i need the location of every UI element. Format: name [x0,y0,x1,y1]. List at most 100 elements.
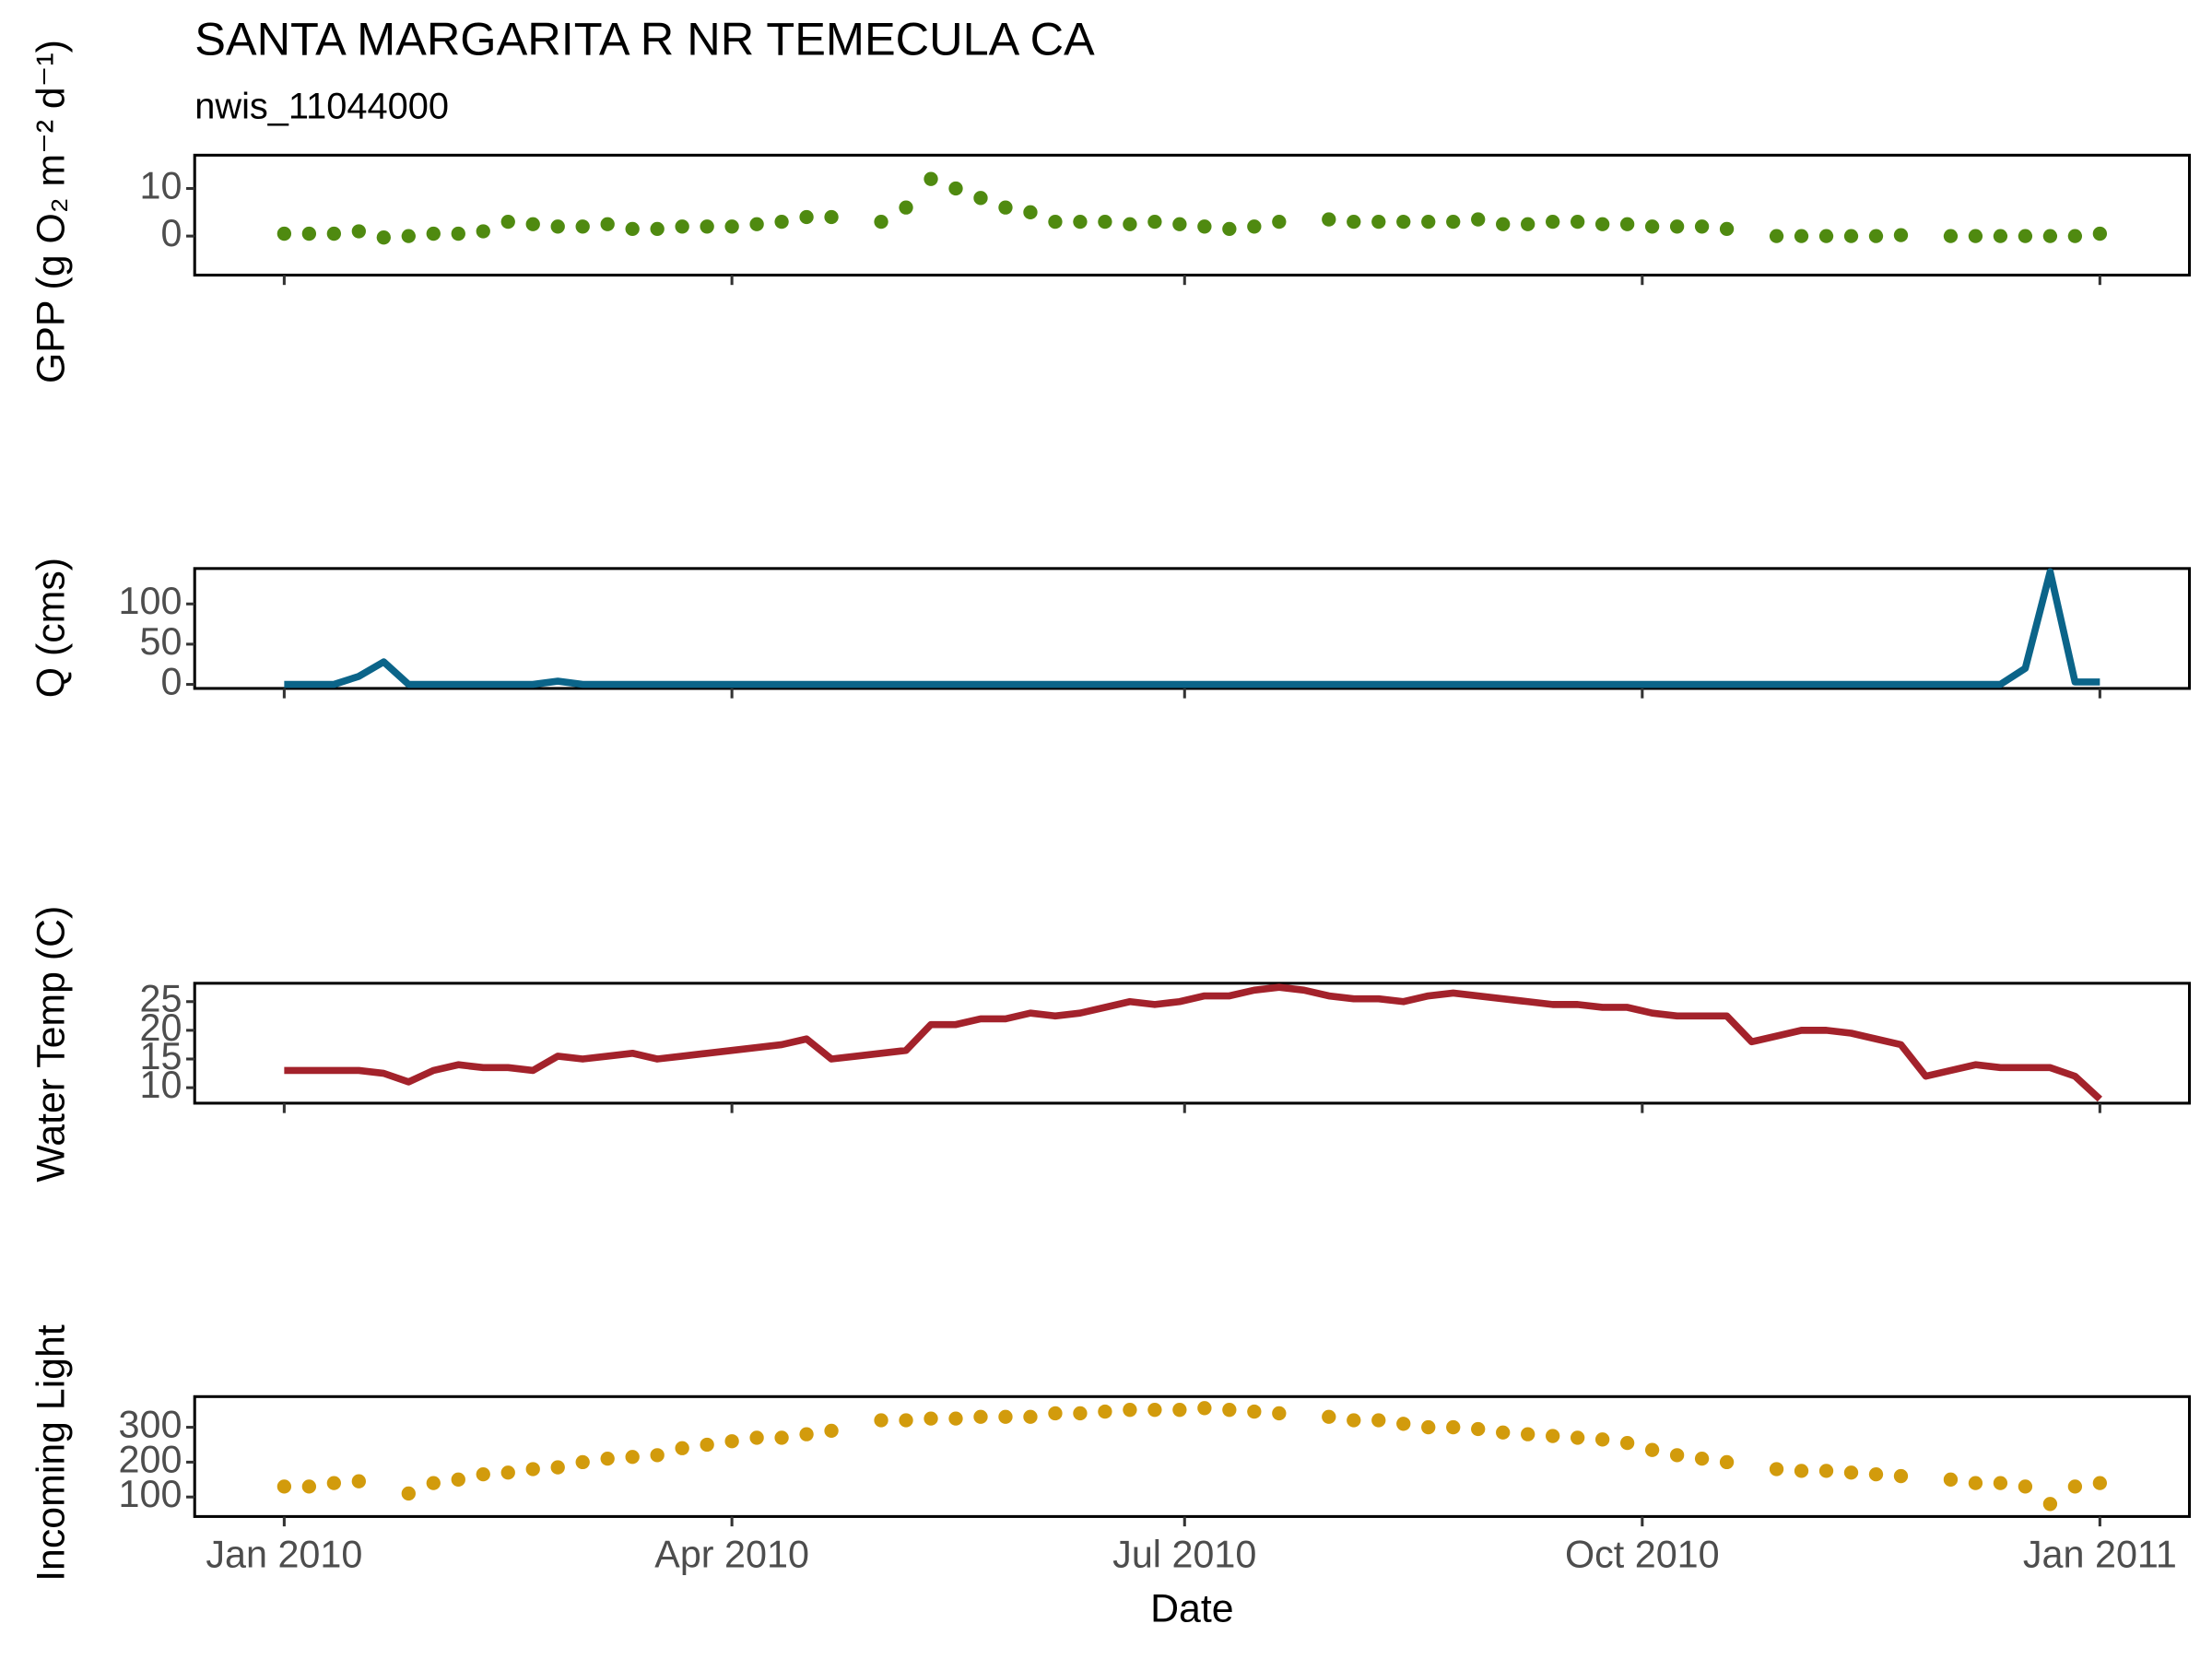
line [284,568,2100,688]
point [1943,1472,1959,1487]
point [1396,214,1411,229]
point [2067,1479,2083,1494]
y-tick-label: 10 [139,1064,182,1106]
y-tick-label: 15 [139,1035,182,1077]
point [451,1472,465,1487]
point [500,1465,515,1480]
point [1868,1466,1884,1482]
x-tick-label: Oct 2010 [1565,1534,1720,1576]
point [1570,214,1585,229]
point [525,217,540,231]
point [525,1462,540,1477]
x-tick-label: Jan 2010 [206,1534,362,1576]
panel-frame [193,567,2192,690]
point [1868,229,1884,243]
point [351,224,366,239]
point [451,226,465,241]
point [301,1479,317,1494]
point [1371,1413,1386,1428]
point [700,219,714,234]
point [1446,214,1461,229]
point [1546,1429,1560,1443]
point [326,1476,341,1490]
point [1147,1403,1162,1418]
point [899,200,913,215]
point [2042,229,2058,243]
point [1023,1409,1038,1424]
y-tick-label: 10 [139,164,182,206]
point [1496,1425,1511,1440]
point [1471,1421,1486,1437]
y-axis-label: Incoming Light [29,1324,73,1582]
point [1421,214,1436,229]
point [799,209,814,225]
point [401,1486,416,1501]
point [749,1430,764,1445]
point [426,1476,441,1490]
point [1619,1435,1635,1451]
point [1993,229,2008,243]
point [774,214,789,229]
point [1098,214,1112,229]
point [600,1451,615,1466]
point [650,221,665,237]
point [1322,212,1336,227]
point [625,1450,640,1465]
point [1147,214,1162,229]
point [1222,221,1237,237]
y-tick-label: 300 [119,1404,182,1446]
point [575,1454,590,1470]
point [276,1479,292,1494]
point [998,200,1013,215]
point [2042,1497,2058,1512]
point [276,226,292,241]
point [1644,1442,1660,1457]
point [1073,1406,1088,1421]
point [2018,229,2033,243]
point [550,1460,565,1475]
chart-title: SANTA MARGARITA R NR TEMECULA CA [194,12,1095,65]
x-tick-label: Apr 2010 [654,1534,809,1576]
point [650,1448,665,1463]
point [874,214,888,229]
point [1794,229,1809,243]
point [1272,1406,1287,1421]
point [326,226,341,241]
point [724,219,739,234]
point [1694,1451,1710,1466]
point [1818,229,1834,243]
point [1471,212,1486,227]
point [1968,229,1983,243]
point [1322,1409,1336,1424]
point [1172,217,1187,231]
point [351,1474,366,1488]
panel-frame [193,153,2192,276]
point [1396,1417,1411,1431]
point [1048,1406,1063,1421]
point [1546,214,1560,229]
point [1496,217,1511,231]
point [1619,217,1635,231]
point [1521,217,1535,231]
point [1893,1468,1909,1484]
point [2092,226,2108,241]
point [376,230,391,245]
point [724,1434,739,1449]
point [774,1430,789,1445]
point [1719,221,1735,237]
y-tick-label: 100 [119,580,182,622]
x-tick-label: Jan 2011 [2023,1534,2177,1576]
point [2067,229,2083,243]
point [1769,229,1784,243]
x-axis-label: Date [1150,1586,1234,1630]
point [799,1427,814,1441]
point [973,191,988,206]
point [749,217,764,231]
point [1669,1448,1685,1463]
line [284,983,2102,1102]
panel-frame [193,982,2192,1105]
y-axis-label: GPP (g O₂ m⁻² d⁻¹) [29,40,73,383]
chart-subtitle: nwis_11044000 [194,86,449,126]
y-axis-label: Water Temp (C) [29,906,73,1182]
